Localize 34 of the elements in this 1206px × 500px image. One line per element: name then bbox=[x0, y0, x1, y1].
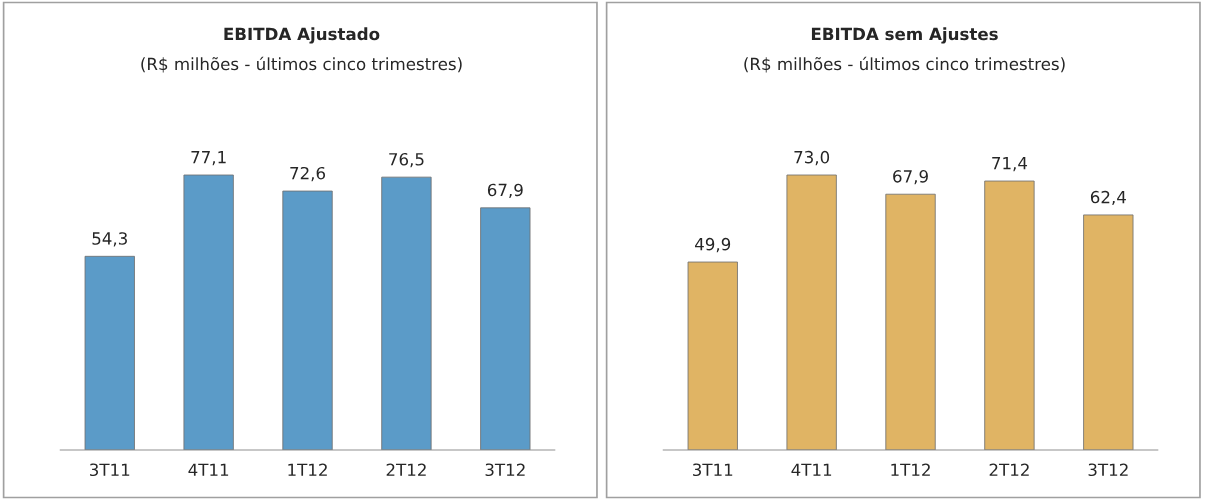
data-label: 62,4 bbox=[1090, 190, 1126, 206]
data-label: 71,4 bbox=[992, 157, 1028, 172]
x-tick-label: 3T12 bbox=[1088, 463, 1128, 477]
data-label: 49,9 bbox=[695, 237, 731, 253]
bar bbox=[984, 180, 1035, 450]
bar bbox=[282, 190, 333, 450]
bar bbox=[687, 261, 738, 450]
data-label: 67,9 bbox=[487, 183, 523, 198]
data-label: 54,3 bbox=[92, 232, 127, 247]
bar bbox=[183, 174, 234, 450]
bar bbox=[480, 207, 531, 450]
chart-subtitle: (R$ milhões - últimos cinco trimestres) bbox=[141, 56, 462, 73]
bar bbox=[786, 174, 837, 450]
x-tick-label: 3T11 bbox=[90, 463, 130, 477]
bar bbox=[84, 255, 135, 450]
data-label: 67,9 bbox=[893, 170, 928, 185]
data-label: 72,6 bbox=[290, 166, 326, 182]
x-tick-label: 2T12 bbox=[989, 463, 1029, 476]
bar bbox=[885, 193, 936, 450]
bar bbox=[381, 176, 432, 450]
x-tick-label: 4T11 bbox=[188, 463, 229, 476]
x-tick-label: 2T12 bbox=[386, 463, 426, 476]
x-tick-label: 1T12 bbox=[288, 463, 327, 476]
data-label: 76,5 bbox=[389, 152, 424, 168]
x-tick-label: 1T12 bbox=[891, 463, 930, 476]
chart-title: EBITDA sem Ajustes bbox=[811, 27, 998, 44]
data-label: 77,1 bbox=[191, 151, 226, 166]
data-label: 73,0 bbox=[794, 150, 830, 166]
x-tick-label: 3T12 bbox=[485, 463, 525, 477]
chart-subtitle: (R$ milhões - últimos cinco trimestres) bbox=[744, 56, 1065, 73]
x-tick-label: 4T11 bbox=[791, 463, 832, 476]
bar bbox=[1083, 214, 1134, 450]
chart-title: EBITDA Ajustado bbox=[224, 27, 380, 44]
x-tick-label: 3T11 bbox=[693, 463, 733, 477]
